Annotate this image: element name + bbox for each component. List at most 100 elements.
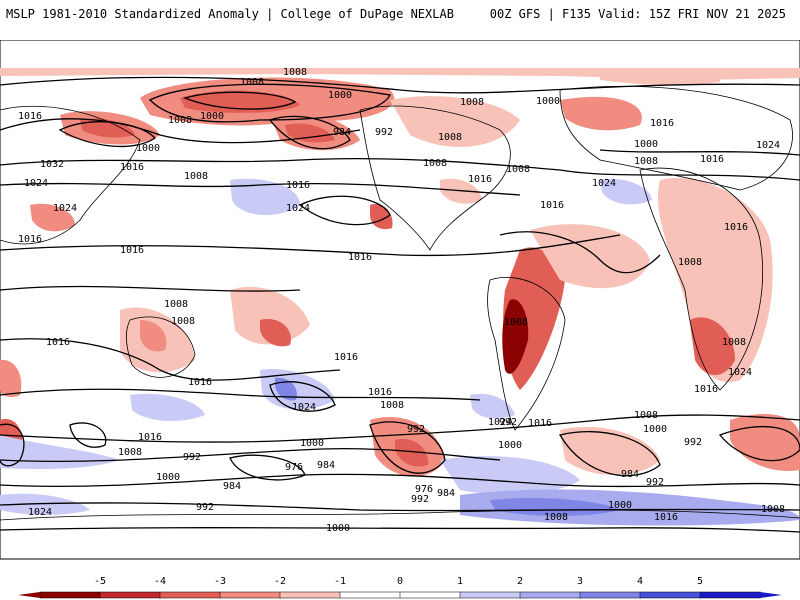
anomaly-region [600, 178, 652, 205]
colorbar-tick-label: 1 [457, 576, 463, 587]
colorbar-end-high [760, 592, 782, 598]
isobar-label: 1024 [592, 178, 616, 189]
isobar-line [268, 115, 351, 150]
isobar-label: 1016 [348, 252, 372, 263]
anomaly-region [30, 203, 75, 232]
isobar-label: 984 [621, 469, 639, 480]
coastline [0, 105, 141, 245]
isobar-label: 1008 [722, 337, 746, 348]
isobar-line [718, 425, 800, 462]
isobar-label: 976 [285, 462, 303, 473]
isobar-label: 1000 [300, 438, 324, 449]
isobar-label: 1008 [164, 299, 188, 310]
anomaly-region [140, 320, 167, 352]
anomaly-region [0, 493, 90, 515]
isobar-label: 1000 [643, 424, 667, 435]
anomaly-region [275, 377, 297, 401]
isobar-label: 1016 [138, 432, 162, 443]
isobar-label: 1016 [724, 222, 748, 233]
isobar-line [0, 182, 521, 196]
isobar-label: 992 [183, 452, 201, 463]
isobar-line [599, 149, 800, 156]
isobar-line [369, 421, 446, 474]
isobar-line [499, 231, 661, 274]
isobar-line [0, 414, 800, 443]
isobar-label: 992 [407, 424, 425, 435]
coastline [0, 509, 800, 521]
colorbar-tick-label: 5 [697, 576, 703, 587]
isobar-line [0, 76, 800, 94]
isobar-line [0, 388, 481, 401]
isobar-label: 1016 [18, 111, 42, 122]
colorbar-segment [99, 591, 161, 599]
isobar-label: 992 [411, 494, 429, 505]
isobar-labels: 1008 1000 1008 1000 1008 1016 1032 1024 … [18, 67, 785, 534]
isobar-label: 992 [196, 502, 214, 513]
colorbar-tick-label: -2 [274, 576, 286, 587]
isobar-label: 1024 [53, 203, 77, 214]
isobar-label: 1008 [438, 132, 462, 143]
isobar-label: 984 [333, 127, 351, 138]
colorbar-segment [699, 591, 761, 599]
colorbar-segment [39, 591, 101, 599]
colorbar-segment [279, 591, 341, 599]
isobar-label: 1024 [292, 402, 316, 413]
colorbar-tick-label: -5 [94, 576, 106, 587]
map-title: MSLP 1981-2010 Standardized Anomaly | Co… [6, 7, 454, 21]
isobar-label: 1008 [118, 447, 142, 458]
isobar-label: 1016 [18, 234, 42, 245]
isobar-label: 1000 [328, 90, 352, 101]
isobar-label: 1008 [544, 512, 568, 523]
anomaly-region [560, 96, 642, 131]
isobar-label: 976 [415, 484, 433, 495]
isobar-label: 1016 [654, 512, 678, 523]
anomaly-region [80, 118, 135, 138]
isobar-label: 992 [684, 437, 702, 448]
isobar-label: 1008 [506, 164, 530, 175]
isobar-label: 1016 [120, 245, 144, 256]
colorbar-tick-label: -3 [214, 576, 226, 587]
isobar-label: 1000 [136, 143, 160, 154]
anomaly-region [230, 178, 300, 216]
anomaly-region [130, 393, 205, 422]
colorbar: -5 -4 -3 -2 -1 0 1 2 3 4 5 [18, 576, 782, 599]
colorbar-segment [459, 591, 521, 599]
colorbar-ticks: -5 -4 -3 -2 -1 0 1 2 3 4 5 [94, 576, 703, 587]
colorbar-tick-label: 3 [577, 576, 583, 587]
anomaly-region [490, 498, 620, 516]
anomaly-shading-red [0, 68, 800, 477]
isobar-line [269, 381, 336, 412]
isobar-line [58, 121, 156, 147]
isobar-label: 984 [223, 481, 241, 492]
isobar-label: 1016 [540, 200, 564, 211]
isobar-label: 1016 [694, 384, 718, 395]
isobar-label: 1008 [240, 77, 264, 88]
isobar-label: 1024 [24, 178, 48, 189]
colorbar-tick-label: 4 [637, 576, 643, 587]
colorbar-segment [219, 591, 281, 599]
isobar-line [559, 169, 800, 181]
anomaly-shading-blue [0, 178, 800, 526]
isobar-label: 1008 [423, 158, 447, 169]
isobar-label: 984 [317, 460, 335, 471]
isobar-label: 1008 [634, 156, 658, 167]
coastline [487, 277, 566, 431]
isobar-label: 1008 [460, 97, 484, 108]
isobar-label: 1008 [283, 67, 307, 78]
isobar-line [0, 285, 301, 292]
anomaly-region [657, 178, 773, 382]
isobar-label: 1024 [488, 417, 512, 428]
isobar-line [182, 91, 297, 110]
isobar-label: 1008 [184, 171, 208, 182]
anomaly-region [0, 359, 22, 398]
colorbar-tick-label: 2 [517, 576, 523, 587]
colorbar-segment [399, 591, 461, 599]
isobars [0, 76, 800, 533]
isobar-label: 1016 [286, 180, 310, 191]
isobar-label: 1024 [756, 140, 780, 151]
isobar-label: 1008 [678, 257, 702, 268]
colorbar-tick-label: -4 [154, 576, 166, 587]
isobar-label: 1000 [498, 440, 522, 451]
isobar-line [0, 118, 361, 144]
colorbar-tick-label: -1 [334, 576, 346, 587]
